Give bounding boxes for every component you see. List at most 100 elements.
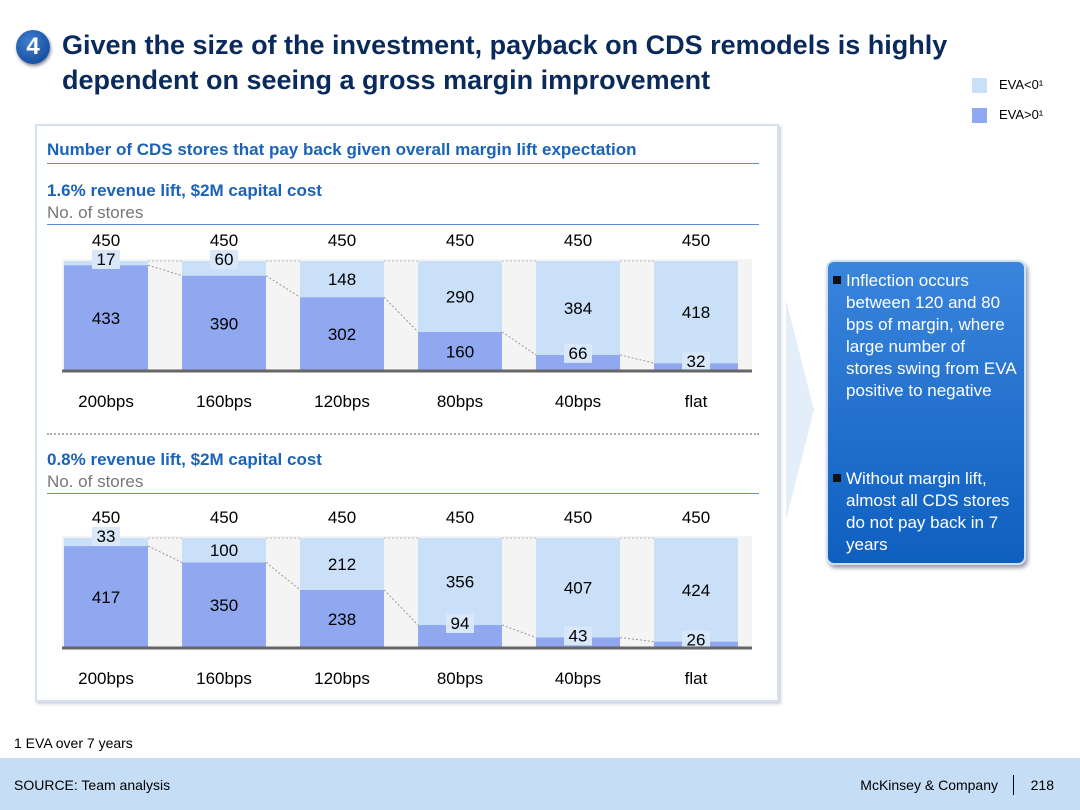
bar-eva-positive [64,546,148,648]
footnote: 1 EVA over 7 years [14,735,133,751]
category-label: 40bps [555,392,601,411]
category-label: 160bps [196,669,252,688]
chart1-title: 1.6% revenue lift, $2M capital cost [47,181,322,200]
connector-line [619,354,655,364]
value-label-eva-negative: 424 [682,581,710,600]
total-label: 450 [564,231,592,250]
label-background [564,626,592,646]
value-label-eva-negative: 356 [446,573,474,592]
total-label: 450 [564,508,592,527]
total-label: 450 [446,508,474,527]
bullet-icon [833,474,841,482]
label-background [682,352,710,372]
legend-swatch [972,108,987,124]
value-label-eva-negative: 384 [564,299,592,318]
value-label-eva-positive: 43 [569,626,588,645]
bar-eva-negative [654,261,738,364]
label-background [564,343,592,363]
plot-background [62,259,752,371]
bar-eva-negative [300,261,384,298]
footer: SOURCE: Team analysis McKinsey & Company… [0,758,1080,810]
chart1-ylabel: No. of stores [47,203,144,222]
legend-item-eva-negative: EVA<0¹ [972,77,1044,94]
value-label-eva-positive: 66 [569,344,588,363]
label-background [92,527,120,546]
label-background [446,614,474,634]
chevron-arrow-icon [786,300,814,520]
bar-eva-negative [536,538,620,638]
plot-background [62,536,752,648]
category-label: 160bps [196,392,252,411]
total-label: 450 [328,231,356,250]
bar-eva-negative [418,261,502,332]
connector-line [383,296,419,333]
slide-title: Given the size of the investment, paybac… [62,30,948,95]
footer-divider [1013,775,1014,795]
company-name: McKinsey & Company [860,777,998,793]
value-label-eva-negative: 100 [210,541,238,560]
divider [47,224,759,225]
divider [47,163,759,164]
callout-bullet: Inflection occurs between 120 and 80 bps… [833,270,1016,402]
chart2-ylabel: No. of stores [47,472,144,491]
callout-bullet: Without margin lift, almost all CDS stor… [833,468,1016,556]
value-label-eva-negative: 33 [97,527,116,546]
total-label: 450 [210,231,238,250]
value-label-eva-positive: 390 [210,314,238,333]
connector-line [147,264,183,277]
panel-heading: Number of CDS stores that pay back given… [47,140,637,159]
value-label-eva-negative: 60 [215,250,234,269]
value-label-eva-negative: 418 [682,303,710,322]
bullet-text: Without margin lift, almost all CDS stor… [846,469,1010,554]
total-label: 450 [210,508,238,527]
category-label: flat [685,392,708,411]
total-label: 450 [682,508,710,527]
bullet-text: Inflection occurs between 120 and 80 bps… [846,271,1016,400]
bar-eva-negative [300,538,384,590]
value-label-eva-positive: 160 [446,342,474,361]
page-number: 218 [1030,777,1054,793]
category-label: 200bps [78,669,134,688]
value-label-eva-negative: 212 [328,555,356,574]
value-label-eva-negative: 17 [97,250,116,269]
slide-number-badge: 4 [16,30,50,64]
legend-label: EVA>0¹ [999,107,1044,122]
callout-box: Inflection occurs between 120 and 80 bps… [826,260,1026,565]
bullet-icon [833,276,841,284]
category-label: 80bps [437,392,483,411]
value-label-eva-positive: 417 [92,588,120,607]
category-label: flat [685,669,708,688]
divider [47,493,759,494]
bar-eva-negative [654,538,738,642]
category-label: 40bps [555,669,601,688]
chart-panel: Number of CDS stores that pay back given… [35,124,779,702]
value-label-eva-negative: 407 [564,579,592,598]
bar-eva-positive [418,331,502,371]
connector-line [619,636,655,643]
legend-item-eva-positive: EVA>0¹ [972,107,1044,124]
category-label: 80bps [437,669,483,688]
value-label-eva-positive: 433 [92,309,120,328]
connector-line [383,589,419,626]
connector-line [501,331,537,356]
total-label: 450 [446,231,474,250]
bar-eva-positive [300,297,384,371]
value-label-eva-positive: 94 [451,614,470,633]
bar-eva-negative [418,538,502,626]
value-label-eva-positive: 302 [328,325,356,344]
value-label-eva-negative: 148 [328,270,356,289]
label-background [210,250,238,269]
total-label: 450 [682,231,710,250]
value-label-eva-positive: 350 [210,596,238,615]
connector-line [265,562,301,591]
total-label: 450 [92,508,120,527]
legend-swatch [972,78,987,94]
bar-eva-positive [182,275,266,371]
bar-eva-positive [536,354,620,371]
legend-label: EVA<0¹ [999,77,1044,92]
bar-eva-positive [418,625,502,648]
total-label: 450 [92,231,120,250]
category-label: 120bps [314,669,370,688]
bar-eva-negative [182,538,266,563]
value-label-eva-positive: 238 [328,610,356,629]
